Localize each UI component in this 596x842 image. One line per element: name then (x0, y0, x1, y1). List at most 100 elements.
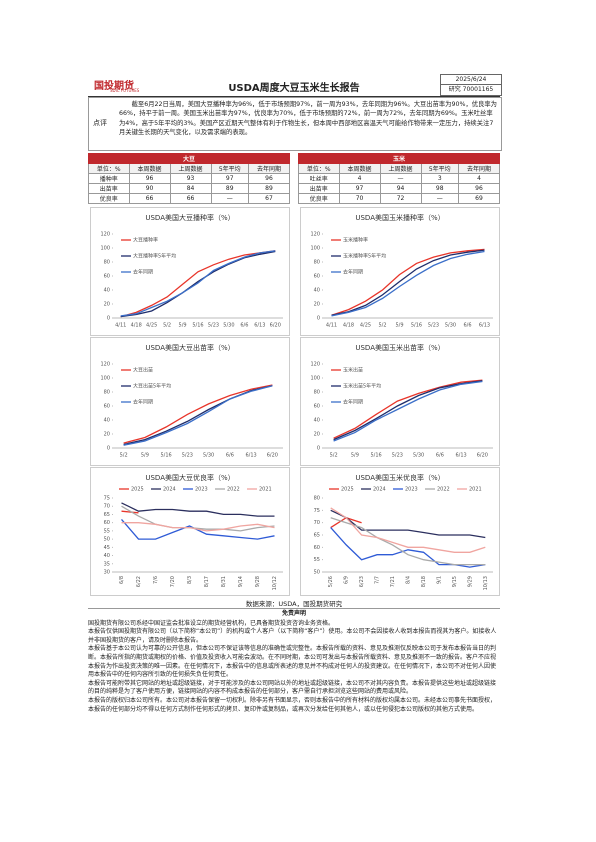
y-tick-label: 0 (107, 446, 110, 452)
x-tick-label: 8/18 (421, 576, 427, 587)
x-tick-label: 7/6 (153, 576, 159, 584)
x-tick-label: 5/16 (192, 323, 203, 329)
legend-label: 2024 (373, 487, 386, 493)
x-tick-label: 6/13 (246, 453, 257, 459)
x-tick-label: 5/2 (330, 453, 338, 459)
y-tick-label: 55 (314, 557, 320, 563)
y-tick-label: 30 (104, 570, 110, 576)
table-row: 出苗率 97 94 98 96 (298, 183, 501, 194)
header: 国投期货 SDIC FUTURES USDA周度大豆玉米生长报告 2025/6/… (88, 74, 502, 97)
report-code: 研究 70001165 (440, 84, 502, 96)
x-tick-label: 6/22 (136, 576, 142, 587)
y-tick-label: 60 (314, 545, 320, 551)
disclaimer-paragraph: 本报告仅供国投期货有限公司（以下简称“本公司”）的机构或个人客户（以下简称“客户… (88, 628, 497, 644)
table-row: 出苗率 90 84 89 89 (88, 183, 291, 194)
x-tick-label: 5/16 (371, 453, 382, 459)
x-tick-label: 7/7 (375, 576, 381, 584)
y-tick-label: 80 (314, 390, 320, 396)
x-tick-label: 6/13 (479, 323, 490, 329)
table-header-row: 单位：% 本周数据 上周数据 5年平均 去年同期 (298, 163, 501, 174)
line-chart: USDA美国玉米播种率（%） 0 20 40 60 80 100 120 4/11 4/18 4/2… (300, 207, 500, 336)
x-tick-label: 9/28 (255, 576, 261, 587)
legend-label: 2023 (405, 487, 418, 493)
line-chart: USDA美国玉米优良率（%） 50 55 60 65 70 75 80 5/26 6/9 6/23 7… (300, 467, 500, 596)
legend-label: 2023 (195, 487, 208, 493)
table-header: 单位：% (298, 163, 340, 174)
series-line (330, 517, 486, 566)
y-tick-label: 60 (104, 404, 110, 410)
table-caption: 玉米 (298, 153, 500, 164)
table-cell: 播种率 (88, 173, 130, 184)
legend-label: 去年同期 (343, 399, 363, 406)
table-header-row: 单位：% 本周数据 上周数据 5年平均 去年同期 (88, 163, 291, 174)
x-tick-label: 6/20 (270, 323, 281, 329)
legend-label: 玉米播种率5年平均 (343, 253, 386, 260)
line-chart: USDA美国大豆优良率（%） 30 35 40 45 50 55 60 65 70 75 6/8 6/2… (90, 467, 290, 596)
table-cell: 吐丝率 (298, 173, 340, 184)
x-tick-label: 9/15 (452, 576, 458, 587)
data-table: 大豆 单位：% 本周数据 上周数据 5年平均 去年同期 播种率 96 93 97 96 出苗率 90 84… (88, 153, 291, 204)
table-cell: 89 (210, 183, 249, 194)
chart-title: USDA美国玉米优良率（%） (355, 473, 444, 482)
table-caption-row: 玉米 (298, 153, 500, 164)
table-header: 5年平均 (420, 163, 459, 174)
x-tick-label: 9/14 (238, 576, 244, 587)
y-tick-label: 100 (100, 376, 110, 382)
table-cell: 4 (338, 173, 381, 184)
x-tick-label: 5/23 (428, 323, 439, 329)
table-cell: 90 (128, 183, 171, 194)
table-cell: 84 (169, 183, 212, 194)
disclaimer-paragraph: 本报告基于本公司认为可靠的公开信息，但本公司不保证该等信息的准确性或完整性。本报… (88, 645, 497, 679)
x-tick-label: 4/18 (131, 323, 142, 329)
legend-label: 2025 (131, 487, 144, 493)
y-tick-label: 100 (100, 246, 110, 252)
x-tick-label: 6/23 (359, 576, 365, 587)
y-tick-label: 0 (107, 316, 110, 322)
table-cell: 94 (379, 183, 422, 194)
table-cell: 优良率 (298, 193, 340, 204)
logo-subtext: SDIC FUTURES (110, 88, 140, 93)
y-tick-label: 75 (104, 496, 110, 502)
y-tick-label: 45 (104, 545, 110, 551)
chart-title: USDA美国大豆播种率（%） (145, 213, 234, 222)
table-header: 去年同期 (457, 163, 501, 174)
summary-text: 截至6月22日当周，美国大豆播种率为96%，低于市场预期97%，前一周为93%，… (119, 101, 497, 136)
y-tick-label: 70 (314, 520, 320, 526)
series-line (333, 379, 483, 439)
y-tick-label: 65 (104, 512, 110, 518)
legend-label: 玉米播种率 (343, 237, 368, 244)
y-tick-label: 40 (314, 288, 320, 294)
y-tick-label: 120 (100, 232, 110, 238)
table-cell: — (420, 193, 459, 204)
table-header: 单位：% (88, 163, 130, 174)
y-tick-label: 0 (317, 316, 320, 322)
y-tick-label: 55 (104, 528, 110, 534)
legend-label: 2021 (469, 487, 482, 493)
x-tick-label: 7/20 (170, 576, 176, 587)
series-line (121, 505, 275, 532)
x-tick-label: 5/2 (378, 323, 386, 329)
table-cell: 4 (457, 173, 501, 184)
legend-label: 2021 (259, 487, 272, 493)
disclaimer: 免责声明 国投期货有限公司系经中国证监会批准设立的期货经营机构，已具备期货投资咨… (88, 608, 500, 717)
y-tick-label: 75 (314, 508, 320, 514)
y-tick-label: 60 (104, 274, 110, 280)
x-tick-label: 5/2 (120, 453, 128, 459)
series-line (330, 527, 486, 568)
legend-label: 玉米出苗5年平均 (343, 383, 381, 390)
series-line (123, 385, 273, 446)
series-line (333, 380, 483, 442)
disclaimer-paragraph: 国投期货有限公司系经中国证监会批准设立的期货经营机构，已具备期货投资咨询业务资格… (88, 619, 335, 627)
line-chart: USDA美国玉米出苗率（%） 0 20 40 60 80 100 120 5/2 5/9 5/16 5… (300, 337, 500, 466)
table-cell: 69 (457, 193, 501, 204)
chart-title: USDA美国玉米播种率（%） (355, 213, 444, 222)
series-line (121, 502, 275, 517)
x-tick-label: 4/25 (360, 323, 371, 329)
y-tick-label: 80 (314, 496, 320, 502)
table-cell: — (379, 173, 422, 184)
y-tick-label: 120 (310, 232, 320, 238)
table-cell: 96 (457, 183, 501, 194)
table-header: 上周数据 (379, 163, 422, 174)
series-line (120, 250, 276, 317)
